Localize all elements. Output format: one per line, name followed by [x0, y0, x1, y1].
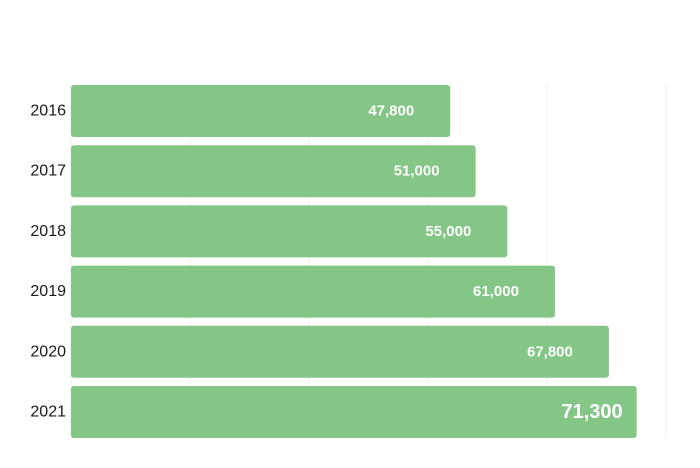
bar-layer	[71, 85, 637, 438]
bar-2017	[71, 145, 476, 198]
value-label-2018: 55,000	[425, 223, 471, 240]
category-label-layer: 2016 2017 2018 2019 2020 2021	[30, 103, 66, 421]
category-label-2019: 2019	[30, 283, 66, 300]
bar-2021	[71, 386, 637, 438]
grid-layer	[70, 85, 667, 438]
value-label-layer: 47,800 51,000 55,000 61,000 67,800 71,300	[368, 103, 622, 424]
value-label-2016: 47,800	[368, 103, 414, 120]
category-label-2016: 2016	[30, 103, 66, 120]
bar-2020	[71, 325, 609, 378]
value-label-2020: 67,800	[527, 343, 573, 360]
value-label-2019: 61,000	[473, 283, 519, 300]
category-label-2020: 2020	[30, 343, 66, 360]
bar-2018	[71, 205, 508, 258]
category-label-2018: 2018	[30, 223, 66, 240]
category-label-2017: 2017	[30, 163, 66, 180]
bar-2019	[71, 265, 555, 318]
value-label-2021: 71,300	[561, 401, 622, 423]
bar-2016	[71, 85, 451, 137]
value-label-2017: 51,000	[394, 163, 440, 180]
category-label-2021: 2021	[30, 404, 66, 421]
